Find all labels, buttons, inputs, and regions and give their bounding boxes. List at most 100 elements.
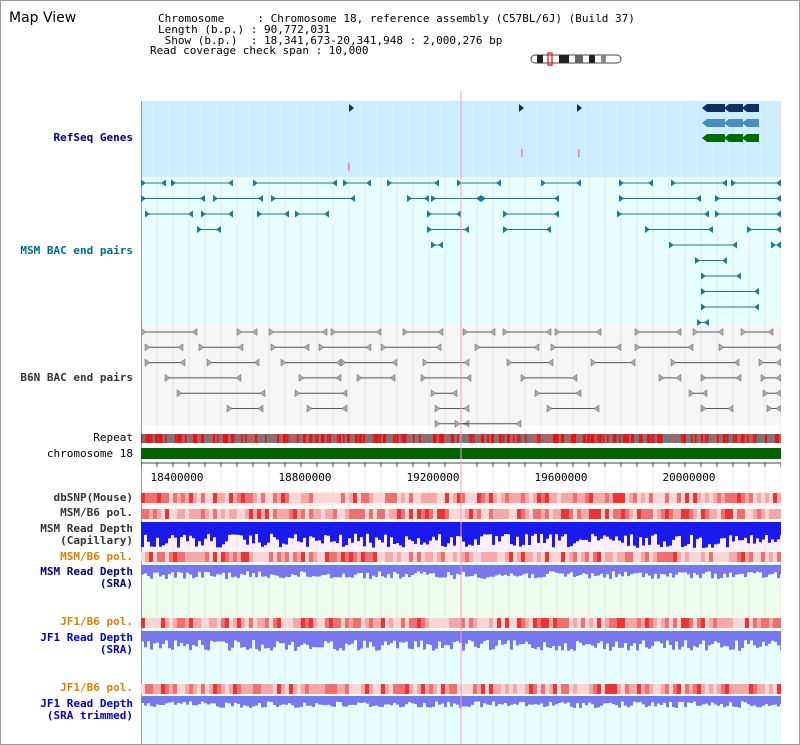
msm-b6-pol-sra-cell (465, 552, 469, 562)
capillary-sublabel: (Capillary) (60, 534, 133, 547)
jf1-b6-pol-trim-cell (181, 684, 185, 694)
capillary-depth-bar (357, 522, 360, 542)
msm-sra-depth-bar (174, 565, 177, 578)
msm-sra-depth-bar (567, 565, 570, 574)
capillary-depth-bar (630, 522, 633, 535)
msm-b6-pol-sra-cell (609, 552, 613, 562)
jf1-b6-pol-trim-cell (237, 684, 241, 694)
jf1-b6-pol-trim-cell (725, 684, 729, 694)
capillary-depth-bar (435, 522, 438, 541)
jf1-b6-pol-trim-cell (685, 684, 689, 694)
jf1-trimmed-depth-bar (474, 696, 477, 702)
genome-browser-plot[interactable]: 18400000 18800000 19200000 19600000 20000000 (141, 91, 781, 745)
jf1-b6-pol-cell (593, 618, 597, 628)
dbsnp-cell (641, 493, 645, 503)
capillary-depth-bar (198, 522, 201, 542)
msm-b6-pol-cell (497, 509, 501, 519)
capillary-depth-bar (684, 522, 687, 546)
jf1-b6-pol-cell (269, 618, 273, 628)
chromosome-ideogram[interactable] (529, 52, 625, 66)
repeat-element (435, 434, 437, 443)
capillary-depth-bar (639, 522, 642, 538)
capillary-depth-bar (153, 522, 156, 547)
jf1-sra-depth-bar (321, 631, 324, 648)
capillary-depth-bar (513, 522, 516, 546)
jf1-sra-depth-bar (267, 631, 270, 648)
jf1-trimmed-depth-bar (174, 696, 177, 705)
jf1-b6-pol-cell (549, 618, 553, 628)
msm-b6-pol-cell (341, 509, 345, 519)
jf1-trimmed-depth-bar (399, 696, 402, 708)
msm-sra-depth-bar (705, 565, 708, 573)
msm-b6-pol-sra-cell (701, 552, 705, 562)
jf1-trimmed-depth-bar (204, 696, 207, 704)
jf1-b6-pol-trim-cell (345, 684, 349, 694)
capillary-depth-bar (225, 522, 228, 542)
msm-sra-depth-bar (570, 565, 573, 573)
jf1-b6-pol-cell (265, 618, 269, 628)
bac-end-arrow (704, 210, 709, 218)
capillary-depth-bar (318, 522, 321, 541)
msm-b6-pol-sra-cell (381, 552, 385, 562)
jf1-trimmed-depth-bar (258, 696, 261, 704)
jf1-b6-pol-trim-cell (349, 684, 353, 694)
dbsnp-cell (537, 493, 541, 503)
msm-sra-depth-bar (396, 565, 399, 574)
msm-sra-depth-bar (264, 565, 267, 577)
msm-b6-pol-cell (697, 509, 701, 519)
jf1-b6-pol-trim-cell (521, 684, 525, 694)
capillary-depth-bar (627, 522, 630, 546)
repeat-element (413, 434, 415, 443)
capillary-depth-bar (330, 522, 333, 542)
capillary-depth-bar (261, 522, 264, 547)
jf1-sra-depth-bar (192, 631, 195, 646)
msm-sra-depth-bar (285, 565, 288, 577)
jf1-sra-depth-bar (165, 631, 168, 641)
jf1-sra-depth-bar (141, 631, 144, 642)
dbsnp-cell (561, 493, 565, 503)
dbsnp-cell (597, 493, 601, 503)
jf1-trimmed-depth-bar (612, 696, 615, 705)
b6n-end-arrow (268, 328, 275, 336)
jf1-b6-pol-cell (273, 618, 277, 628)
b6n-end-arrow (502, 328, 509, 336)
bac-end-arrow (407, 195, 412, 202)
jf1-trimmed-depth-bar (219, 696, 222, 708)
jf1-sra-depth-bar (495, 631, 498, 646)
repeat-element (379, 434, 382, 443)
capillary-depth-bar (507, 522, 510, 535)
repeat-element (185, 434, 187, 443)
gene-arrow (742, 134, 747, 142)
msm-b6-pol-sra-cell (197, 552, 201, 562)
b6n-end-arrow (692, 328, 699, 336)
dbsnp-cell (465, 493, 469, 503)
dbsnp-cell (221, 493, 225, 503)
msm-b6-pol-sra-cell (301, 552, 305, 562)
dbsnp-cell (769, 493, 773, 503)
repeat-element (589, 434, 591, 443)
jf1-trimmed-depth-bar (765, 696, 768, 705)
msm-b6-pol-sra-cell (753, 552, 757, 562)
capillary-depth-bar (573, 522, 576, 544)
jf1-b6-pol-cell (597, 618, 601, 628)
msm-b6-pol-sra-cell (441, 552, 445, 562)
jf1-b6-pol-cell (557, 618, 561, 628)
jf1-trimmed-depth-bar (669, 696, 672, 702)
capillary-depth-bar (432, 522, 435, 537)
msm-sra-depth-bar (261, 565, 264, 577)
jf1-b6-pol-trim-cell (505, 684, 509, 694)
dbsnp-cell (173, 493, 177, 503)
capillary-depth-bar (519, 522, 522, 547)
msm-sra-depth-bar (603, 565, 606, 578)
capillary-depth-bar (279, 522, 282, 548)
capillary-depth-bar (615, 522, 618, 537)
jf1-trimmed-depth-bar (615, 696, 618, 706)
jf1-sra-depth-bar (609, 631, 612, 651)
msm-b6-pol-sra-cell (765, 552, 769, 562)
jf1-b6-pol-cell (757, 618, 761, 628)
repeat-element (255, 434, 258, 443)
msm-sra-depth-bar (300, 565, 303, 572)
msm-sra-depth-bar (378, 565, 381, 572)
msm-b6-pol-cell (705, 509, 709, 519)
repeat-element (489, 434, 491, 443)
